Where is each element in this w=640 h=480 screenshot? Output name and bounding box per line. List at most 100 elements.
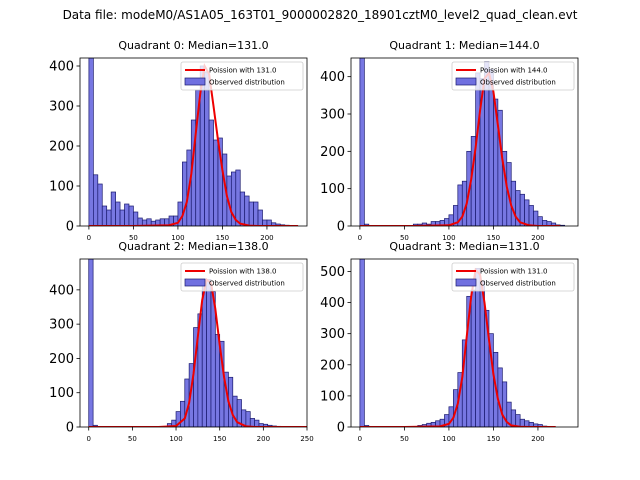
legend-bar-swatch <box>184 77 206 86</box>
legend-box <box>451 61 575 91</box>
histogram-bar <box>470 289 476 427</box>
legend-label-observed: Observed distribution <box>209 79 285 87</box>
y-tick-label: 100 <box>49 386 74 401</box>
x-tick-label: 100 <box>442 234 455 242</box>
histogram-bar <box>510 409 517 427</box>
x-tick-label: 200 <box>260 234 273 242</box>
x-tick-label: 50 <box>400 234 409 242</box>
y-tick-label: 100 <box>320 389 345 404</box>
y-tick-label: 400 <box>49 60 74 75</box>
y-tick-label: 400 <box>49 283 74 298</box>
x-tick-label: 50 <box>400 435 409 443</box>
legend-bar-swatch <box>455 278 477 287</box>
histogram-bar <box>110 191 116 226</box>
histogram-bar <box>254 419 260 427</box>
poisson-curve <box>88 277 307 427</box>
histogram-bar <box>106 209 112 226</box>
histogram-bar <box>88 58 94 226</box>
histogram-bar <box>137 217 143 226</box>
legend: Poission with 138.0 Observed distribution <box>180 262 304 292</box>
y-tick-label: 0 <box>66 220 74 235</box>
quadrant-1-axes: 0 50 100 150 200 0 100 200 300 400 Quadrant 1: Med… <box>320 39 579 242</box>
histogram-bar <box>115 201 121 226</box>
axes-frame <box>79 258 308 428</box>
histogram-bar <box>133 211 139 226</box>
x-tick-label: 100 <box>442 435 455 443</box>
y-tick-label: 0 <box>337 220 345 235</box>
quadrant-title: Quadrant 0: Median=131.0 <box>118 39 268 52</box>
axes-frame <box>79 57 308 227</box>
x-tick-label: 0 <box>87 234 91 242</box>
y-tick-label: 200 <box>49 352 74 367</box>
x-tick-label: 50 <box>128 435 137 443</box>
y-tick-label: 400 <box>320 296 345 311</box>
y-tick-label: 100 <box>320 182 345 197</box>
legend: Poission with 144.0 Observed distribution <box>451 61 575 91</box>
histogram-bar <box>214 334 221 427</box>
x-tick-label: 200 <box>531 234 544 242</box>
x-tick-label: 50 <box>129 234 138 242</box>
histogram-bar <box>93 174 99 226</box>
histogram-bar <box>88 259 94 427</box>
histogram-bar <box>210 291 216 427</box>
histogram-bar <box>359 58 365 226</box>
histogram-bar <box>180 400 186 427</box>
figure-title: Data file: modeM0/AS1A05_163T01_90000028… <box>62 8 578 22</box>
histogram-bar <box>519 193 525 226</box>
histogram-bar <box>128 205 134 226</box>
x-tick-label: 250 <box>300 435 313 443</box>
x-tick-label: 0 <box>86 435 90 443</box>
quadrant-title: Quadrant 3: Median=131.0 <box>389 240 539 253</box>
quadrant-2-plot <box>88 259 307 427</box>
y-tick-label: 300 <box>320 327 345 342</box>
legend-box <box>451 262 575 292</box>
quadrant-3-plot <box>359 259 556 427</box>
x-tick-label: 200 <box>531 435 544 443</box>
legend-bar-swatch <box>455 77 477 86</box>
y-tick-label: 300 <box>320 108 345 123</box>
histogram-bar <box>359 259 365 427</box>
histogram-bar <box>550 222 557 226</box>
x-tick-label: 100 <box>171 234 184 242</box>
y-tick-label: 100 <box>49 180 74 195</box>
x-tick-label: 150 <box>213 435 226 443</box>
histogram-bar <box>248 201 254 226</box>
y-tick-label: 0 <box>337 421 345 436</box>
y-tick-label: 300 <box>49 100 74 115</box>
quadrant-title: Quadrant 2: Median=138.0 <box>118 240 268 253</box>
histogram-bar <box>235 169 241 226</box>
legend-label-observed: Observed distribution <box>480 280 556 288</box>
histogram-bar <box>533 210 539 226</box>
histogram-bar <box>244 195 250 226</box>
histogram-bar <box>239 191 246 226</box>
histogram-bar <box>97 183 103 226</box>
y-tick-label: 200 <box>49 140 74 155</box>
histogram-bar <box>257 209 263 226</box>
histogram-bar <box>208 119 214 226</box>
y-tick-label: 300 <box>49 318 74 333</box>
x-tick-label: 150 <box>216 234 229 242</box>
histogram-bar <box>119 209 125 226</box>
x-tick-label: 0 <box>358 435 362 443</box>
legend-label-poisson: Poission with 138.0 <box>209 268 277 276</box>
x-tick-label: 0 <box>358 234 362 242</box>
legend: Poission with 131.0 Observed distribution <box>180 61 304 91</box>
axes-frame <box>350 57 579 227</box>
histogram-bar <box>524 199 530 226</box>
quadrant-title: Quadrant 1: Median=144.0 <box>389 39 539 52</box>
histogram-bar <box>124 203 130 226</box>
x-tick-label: 200 <box>257 435 270 443</box>
legend: Poission with 131.0 Observed distribution <box>451 262 575 292</box>
y-tick-label: 500 <box>320 265 345 280</box>
quadrant-3-axes: 0 50 100 150 200 0 100 200 300 400 500 Quadrant 3: … <box>320 240 579 443</box>
histogram-bar <box>475 267 481 427</box>
axes-frame <box>350 258 579 428</box>
y-tick-label: 200 <box>320 145 345 160</box>
poisson-curve <box>359 267 556 427</box>
legend-box <box>180 61 304 91</box>
legend-label-poisson: Poission with 131.0 <box>480 268 548 276</box>
histogram-bar <box>101 205 108 226</box>
x-tick-label: 100 <box>169 435 182 443</box>
poisson-curve <box>88 62 299 226</box>
